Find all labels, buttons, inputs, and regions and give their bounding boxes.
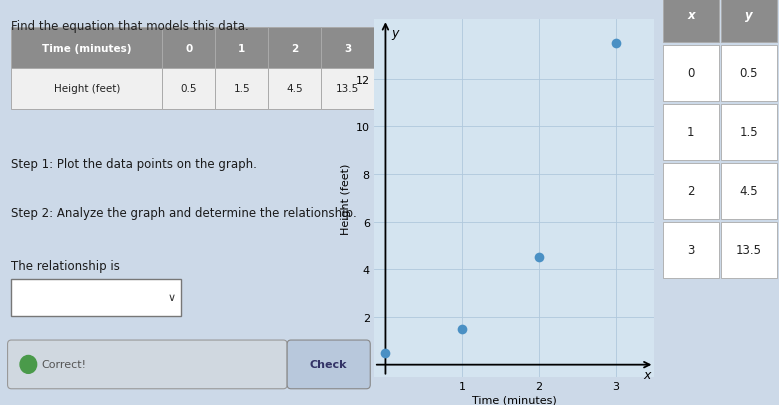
FancyBboxPatch shape	[268, 69, 321, 109]
FancyBboxPatch shape	[721, 223, 777, 278]
Text: y: y	[392, 28, 399, 40]
FancyBboxPatch shape	[12, 279, 182, 316]
Text: 4.5: 4.5	[287, 84, 303, 94]
FancyBboxPatch shape	[268, 28, 321, 69]
Y-axis label: Height (feet): Height (feet)	[341, 163, 351, 234]
X-axis label: Time (minutes): Time (minutes)	[472, 395, 556, 405]
Text: ∨: ∨	[167, 293, 176, 303]
FancyBboxPatch shape	[663, 223, 718, 278]
Text: y: y	[745, 9, 753, 21]
Text: 0: 0	[687, 67, 695, 80]
Text: Height (feet): Height (feet)	[54, 84, 120, 94]
FancyBboxPatch shape	[287, 340, 370, 389]
Text: 0.5: 0.5	[739, 67, 758, 80]
Text: 0: 0	[185, 44, 192, 53]
Text: Time (minutes): Time (minutes)	[42, 44, 132, 53]
FancyBboxPatch shape	[8, 340, 287, 389]
Text: The relationship is: The relationship is	[12, 259, 120, 272]
Text: 1.5: 1.5	[739, 126, 758, 139]
Text: Check: Check	[310, 360, 347, 369]
Text: 4.5: 4.5	[739, 185, 758, 198]
Text: 1: 1	[687, 126, 695, 139]
FancyBboxPatch shape	[663, 46, 718, 101]
FancyBboxPatch shape	[215, 69, 268, 109]
FancyBboxPatch shape	[663, 164, 718, 219]
Text: 2: 2	[291, 44, 298, 53]
Text: x: x	[687, 9, 695, 21]
Text: Step 2: Analyze the graph and determine the relationship.: Step 2: Analyze the graph and determine …	[12, 207, 357, 220]
FancyBboxPatch shape	[663, 105, 718, 160]
Text: 3: 3	[687, 244, 695, 257]
Text: 3: 3	[344, 44, 351, 53]
Text: 2: 2	[687, 185, 695, 198]
Text: Step 1: Plot the data points on the graph.: Step 1: Plot the data points on the grap…	[12, 158, 257, 171]
Circle shape	[20, 356, 37, 373]
FancyBboxPatch shape	[163, 28, 215, 69]
FancyBboxPatch shape	[215, 28, 268, 69]
FancyBboxPatch shape	[721, 0, 777, 43]
FancyBboxPatch shape	[721, 46, 777, 101]
Text: 0.5: 0.5	[181, 84, 197, 94]
Text: 13.5: 13.5	[336, 84, 359, 94]
FancyBboxPatch shape	[12, 69, 163, 109]
FancyBboxPatch shape	[721, 164, 777, 219]
FancyBboxPatch shape	[663, 0, 718, 43]
FancyBboxPatch shape	[321, 28, 374, 69]
FancyBboxPatch shape	[721, 105, 777, 160]
Text: x: x	[643, 368, 650, 381]
Text: 13.5: 13.5	[736, 244, 762, 257]
Text: Find the equation that models this data.: Find the equation that models this data.	[12, 20, 249, 33]
Text: 1: 1	[238, 44, 245, 53]
FancyBboxPatch shape	[163, 69, 215, 109]
Text: 1.5: 1.5	[234, 84, 250, 94]
FancyBboxPatch shape	[12, 28, 163, 69]
FancyBboxPatch shape	[321, 69, 374, 109]
Text: Correct!: Correct!	[41, 360, 86, 369]
